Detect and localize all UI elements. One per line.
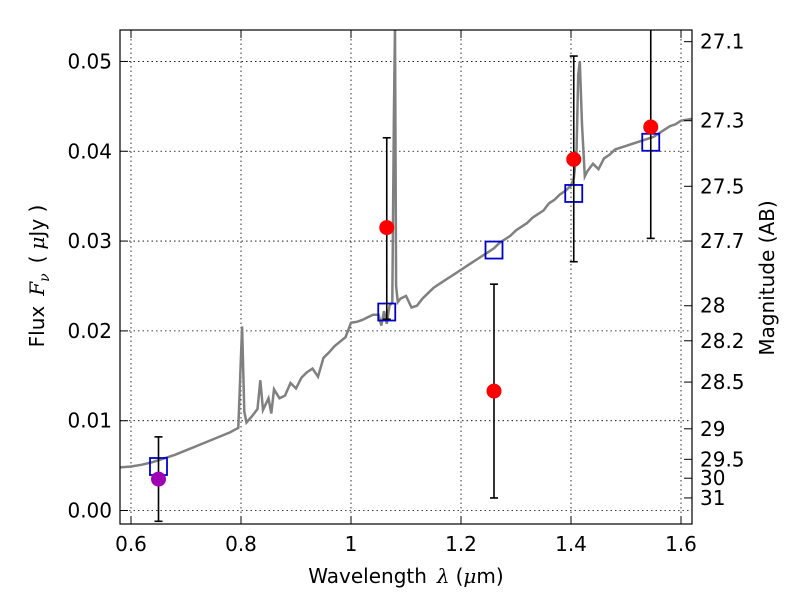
y-tick-label: 0.03 (67, 229, 112, 253)
observed-point (379, 220, 395, 236)
y2-axis-label: Magnitude (AB) (755, 200, 779, 355)
observed-point (643, 119, 659, 135)
y2-tick-label: 29 (700, 417, 725, 441)
y-axis-label: FluxFν(μJy ) (25, 205, 53, 348)
observed-point (486, 383, 502, 399)
plot-content (120, 30, 692, 523)
y2-tick-label: 27.7 (700, 229, 745, 253)
y2-tick-label: 27.5 (700, 174, 745, 198)
y2-tick-label: 28 (700, 294, 725, 318)
grid-lines (120, 30, 692, 524)
plot-frame (119, 29, 693, 525)
y2-tick-label: 31 (700, 486, 725, 510)
x-tick-label: 1 (345, 532, 358, 556)
y2-tick-label: 30 (700, 466, 725, 490)
observed-errorbars (154, 30, 655, 523)
x-tick-label: 1.4 (555, 532, 587, 556)
x-tick-label: 1.6 (665, 532, 697, 556)
x-tick-label: 0.8 (225, 532, 257, 556)
y2-tick-label: 28.5 (700, 370, 745, 394)
y2-tick-label: 27.3 (700, 109, 745, 133)
y-tick-label: 0.04 (67, 139, 112, 163)
y-tick-label: 0.00 (67, 499, 112, 523)
y-tick-label: 0.02 (67, 319, 112, 343)
y-tick-label: 0.01 (67, 409, 112, 433)
observed-point (151, 471, 166, 487)
y-tick-label: 0.05 (67, 49, 112, 73)
y-axis-ticks: 0.00 0.01 0.02 0.03 0.04 0.05 (67, 49, 128, 523)
y2-tick-label: 28.2 (700, 329, 745, 353)
model-spectrum-line (120, 30, 692, 469)
observed-point (566, 151, 582, 167)
x-tick-label: 1.2 (445, 532, 477, 556)
x-axis-label: Wavelength λ (μm) (308, 564, 503, 588)
y2-tick-label: 27.1 (700, 30, 745, 54)
observed-points (151, 119, 659, 487)
x-axis-ticks: 0.6 0.8 1 1.2 1.4 1.6 (115, 30, 697, 556)
x-tick-label: 0.6 (115, 532, 147, 556)
model-photometry-square (484, 240, 504, 260)
y2-tick-label: 29.5 (700, 447, 745, 471)
model-photometry-markers (149, 132, 661, 476)
